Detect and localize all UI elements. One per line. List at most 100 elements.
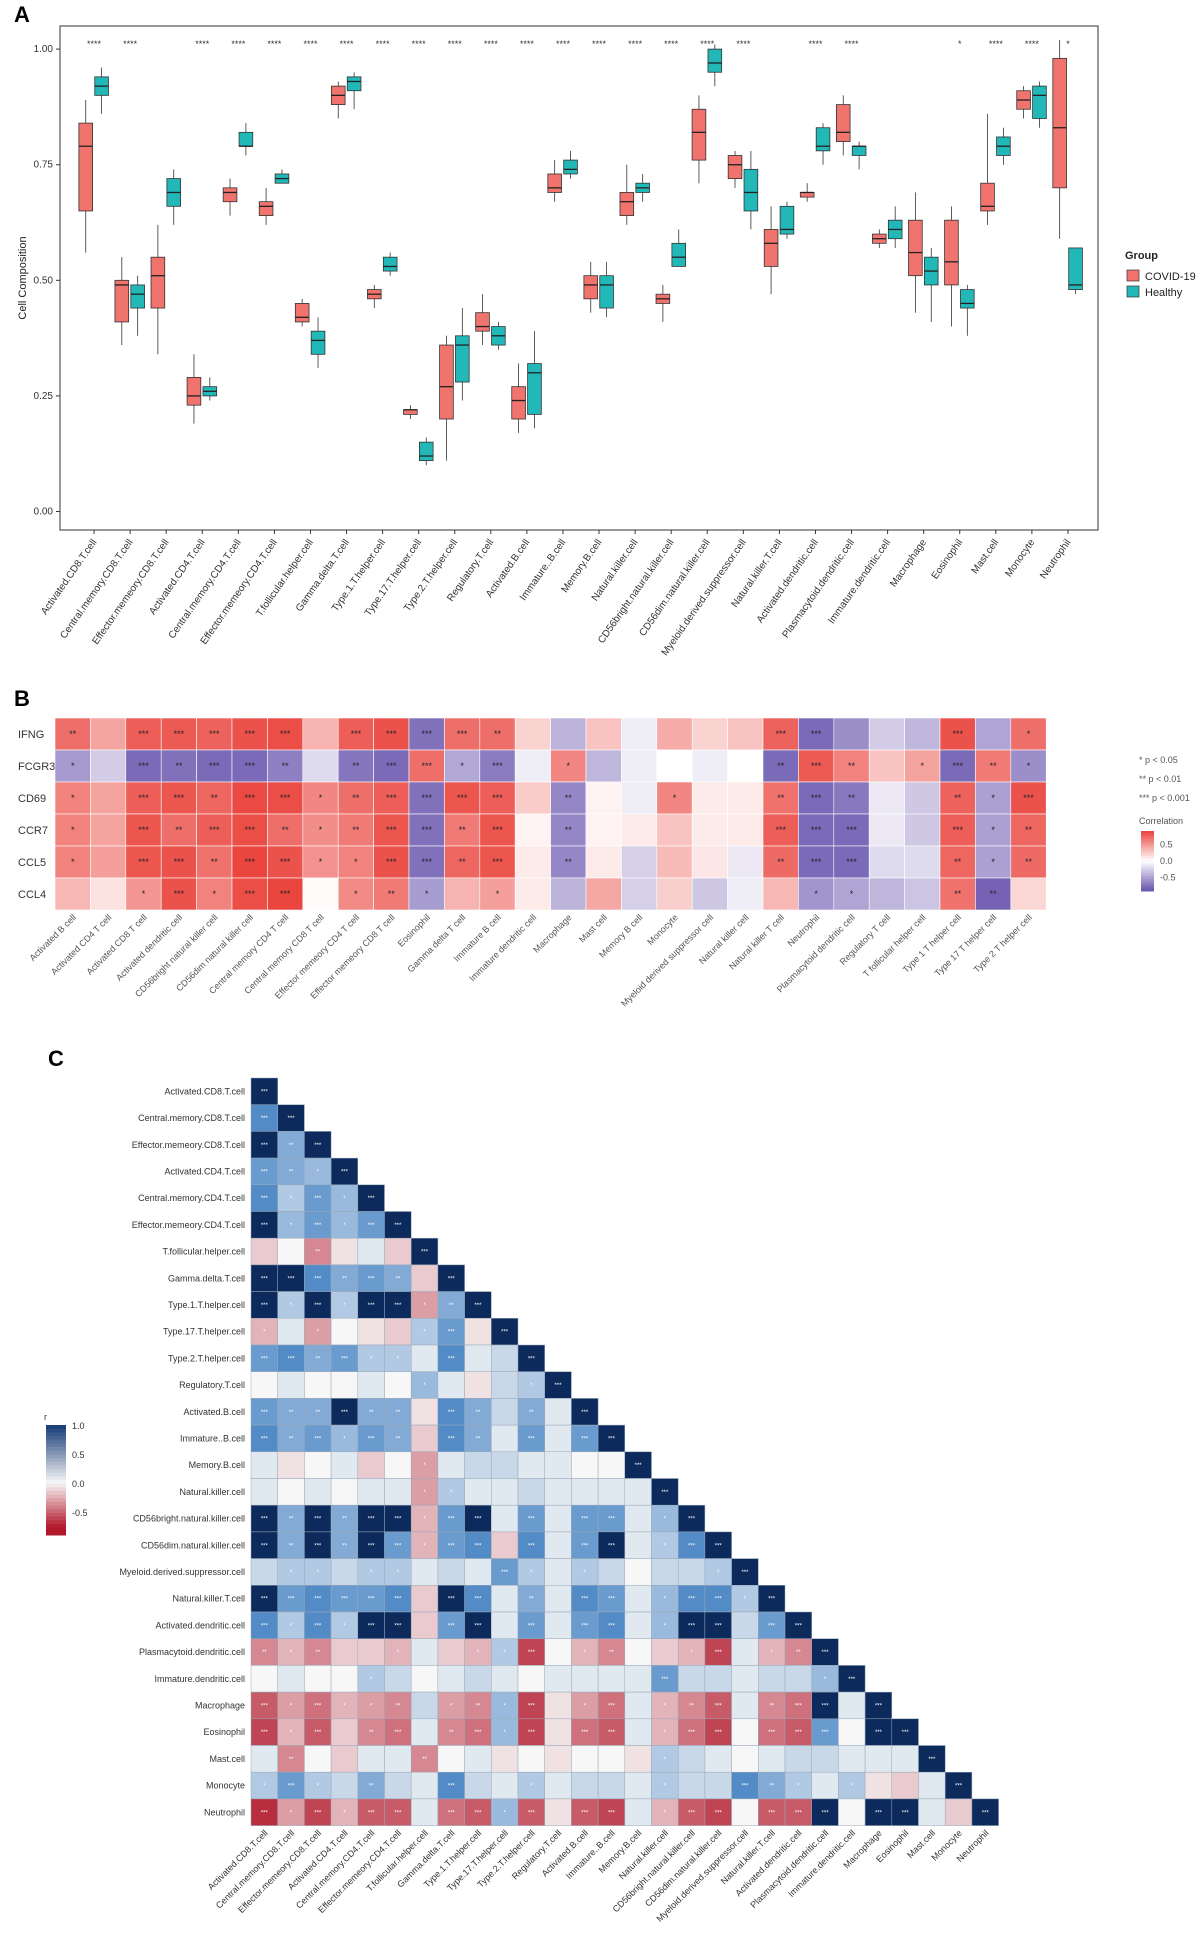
corr-cell: [571, 1531, 599, 1559]
corr-cell: [491, 1451, 519, 1479]
corr-star: ***: [715, 1623, 723, 1629]
corr-star: *: [824, 1677, 827, 1683]
corr-star: ***: [474, 1303, 482, 1309]
heatmap-star: ***: [244, 825, 255, 835]
heatmap-cell: [691, 749, 728, 783]
heatmap-star: ***: [386, 793, 397, 803]
corr-cell: [410, 1798, 439, 1826]
corr-cell: [731, 1558, 759, 1586]
corr-cell: [304, 1371, 332, 1399]
corr-cell: [491, 1478, 519, 1506]
corr-star: ***: [394, 1597, 402, 1603]
corr-cell: [597, 1451, 626, 1479]
colorbar-step: [1141, 836, 1154, 839]
corr-star: **: [369, 1784, 374, 1790]
corr-cell: [304, 1291, 332, 1319]
heatmap-star: ***: [351, 729, 362, 739]
heatmap-cell: [975, 845, 1012, 879]
corr-star: ***: [902, 1730, 910, 1736]
corr-cell: [624, 1771, 652, 1800]
corr-star: *: [290, 1703, 293, 1709]
corr-row-label: Immature.dendritic.cell: [154, 1674, 245, 1684]
corr-colorbar-step: [46, 1494, 66, 1499]
corr-star: ***: [394, 1303, 402, 1309]
corr-cell: [437, 1318, 465, 1346]
x-tick-label: Central.memory.CD4.T.cell: [167, 537, 244, 641]
colorbar-step: [1141, 858, 1154, 862]
corr-cell: [597, 1424, 626, 1453]
corr-star: ***: [768, 1730, 776, 1736]
corr-cell: [330, 1157, 359, 1186]
corr-cell: [491, 1745, 519, 1773]
corr-star: *: [530, 1570, 533, 1576]
corr-cell: [410, 1718, 439, 1746]
legend-label: Healthy: [1145, 287, 1183, 299]
corr-star: *: [664, 1757, 667, 1763]
heatmap-cell: [798, 749, 835, 783]
heatmap-star: ***: [138, 729, 149, 739]
corr-cell: [838, 1718, 866, 1746]
corr-cell: [304, 1398, 332, 1426]
corr-row-label: Macrophage: [195, 1700, 245, 1710]
corr-cell: [544, 1611, 572, 1639]
significance-label: ****: [556, 39, 571, 49]
corr-cell: [677, 1504, 706, 1533]
heatmap-star: ***: [421, 729, 432, 739]
significance-note: *** p < 0.001: [1139, 793, 1190, 803]
corr-cell: [918, 1771, 946, 1800]
heatmap-star: ***: [280, 889, 291, 899]
corr-cell: [731, 1638, 759, 1666]
heatmap-cell: [373, 717, 410, 751]
corr-star: **: [529, 1410, 534, 1416]
heatmap-cell: [656, 877, 693, 911]
heatmap-cell: [514, 781, 551, 815]
corr-cell: [571, 1718, 599, 1746]
heatmap-star: ***: [952, 825, 963, 835]
heatmap-cell: [868, 845, 905, 879]
corr-cell: [597, 1558, 626, 1586]
corr-cell: [731, 1665, 759, 1693]
heatmap-cell: [302, 749, 339, 783]
corr-star: ***: [581, 1810, 589, 1816]
corr-cell: [544, 1718, 572, 1746]
corr-cell: [677, 1771, 706, 1800]
corr-cell: [437, 1264, 465, 1292]
corr-star: ***: [261, 1517, 269, 1523]
heatmap-cell: [868, 781, 905, 815]
heatmap-cell: [373, 781, 410, 815]
corr-star: **: [289, 1410, 294, 1416]
corr-cell: [704, 1558, 732, 1586]
corr-star: *: [584, 1650, 587, 1656]
corr-star: **: [396, 1436, 401, 1442]
corr-cell: [410, 1291, 439, 1319]
x-tick-label: Eosinophil: [930, 537, 965, 581]
corr-star: *: [584, 1703, 587, 1709]
corr-star: ***: [394, 1623, 402, 1629]
corr-row-label: Central.memory.CD8.T.cell: [138, 1113, 245, 1123]
heatmap-cell: [691, 845, 728, 879]
corr-cell: [944, 1798, 973, 1826]
box-body: [1032, 85, 1047, 119]
corr-star: ***: [261, 1223, 269, 1229]
corr-star: ***: [581, 1517, 589, 1523]
heatmap-cell: [479, 813, 516, 847]
heatmap-star: *: [213, 889, 217, 899]
heatmap-cell: [267, 717, 304, 751]
corr-cell: [838, 1665, 866, 1693]
colorbar-step: [1141, 838, 1154, 842]
corr-cell: [517, 1745, 545, 1773]
corr-star: *: [423, 1330, 426, 1336]
corr-cell: [250, 1131, 278, 1159]
corr-star: ***: [261, 1303, 269, 1309]
corr-star: ***: [261, 1356, 269, 1362]
corr-cell: [304, 1318, 332, 1346]
y-axis-title: Cell Composition: [17, 236, 29, 319]
corr-colorbar-tick: 0.0: [72, 1479, 85, 1489]
corr-star: ***: [528, 1810, 536, 1816]
y-tick-label: 0.25: [34, 391, 54, 402]
corr-cell: [304, 1531, 332, 1559]
corr-star: *: [343, 1810, 346, 1816]
heatmap-cell: [1010, 845, 1047, 879]
corr-cell: [410, 1585, 439, 1613]
heatmap-row-label: CCL5: [18, 857, 46, 869]
